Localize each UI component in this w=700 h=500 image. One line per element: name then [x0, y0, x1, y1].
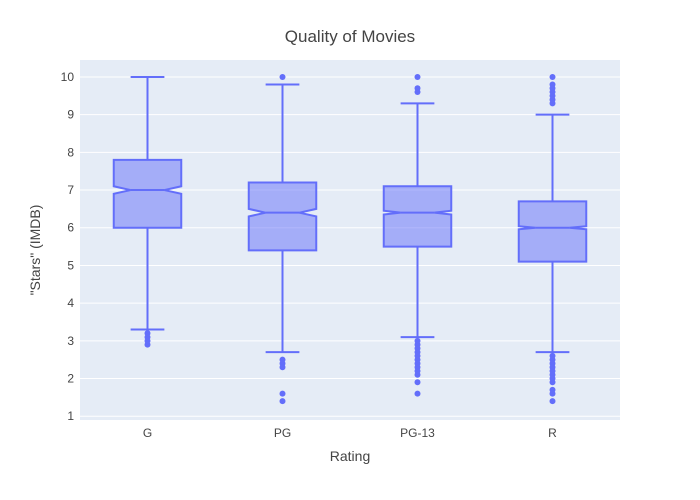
y-tick-label: 5: [67, 258, 74, 272]
outlier-point: [549, 379, 556, 386]
y-tick-label: 2: [67, 372, 74, 386]
x-tick-label: PG-13: [400, 426, 435, 440]
outlier-point: [414, 371, 421, 378]
outlier-point: [279, 364, 286, 371]
outlier-point: [414, 379, 421, 386]
outlier-point: [549, 398, 556, 405]
outlier-point: [279, 73, 286, 80]
y-tick-label: 6: [67, 221, 74, 235]
box-pg: [247, 73, 318, 405]
notched-box: [517, 200, 588, 263]
y-axis-title: "Stars" (IMDB): [27, 205, 43, 296]
y-tick-label: 7: [67, 183, 74, 197]
boxes-layer: [112, 73, 588, 405]
outlier-point: [144, 341, 151, 348]
y-tick-label: 3: [67, 334, 74, 348]
outlier-point: [549, 73, 556, 80]
outlier-point: [549, 390, 556, 397]
y-tick-labels: 1 2 3 4 5 6 7 8 9 10: [61, 70, 75, 423]
x-tick-label: PG: [274, 426, 291, 440]
x-tick-labels: G PG PG-13 R: [143, 426, 557, 440]
outlier-point: [279, 390, 286, 397]
notched-box: [382, 185, 453, 248]
box-g: [112, 75, 183, 348]
y-tick-label: 8: [67, 145, 74, 159]
box-r: [517, 73, 588, 405]
x-tick-label: G: [143, 426, 152, 440]
box-pg-13: [382, 73, 453, 397]
notched-box: [247, 181, 318, 252]
outlier-point: [414, 73, 421, 80]
x-axis-title: Rating: [330, 448, 370, 464]
outlier-point: [414, 89, 421, 96]
outlier-point: [414, 390, 421, 397]
outlier-point: [279, 398, 286, 405]
y-tick-label: 10: [61, 70, 75, 84]
y-tick-label: 1: [67, 409, 74, 423]
y-tick-label: 4: [67, 296, 74, 310]
chart-title: Quality of Movies: [285, 27, 415, 46]
outlier-point: [549, 100, 556, 107]
notched-box: [112, 158, 183, 229]
y-tick-label: 9: [67, 108, 74, 122]
x-tick-label: R: [548, 426, 557, 440]
